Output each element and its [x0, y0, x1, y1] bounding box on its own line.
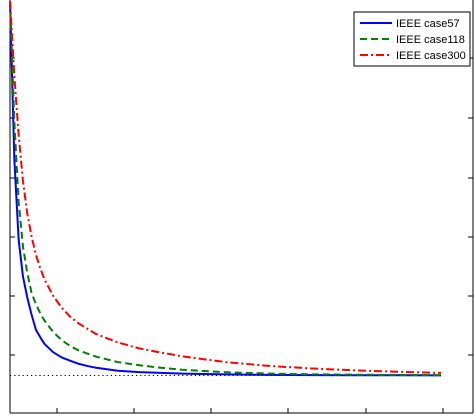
legend: IEEE case57 IEEE case118 IEEE case300 [353, 11, 471, 67]
legend-label-ieee-case300: IEEE case300 [396, 50, 466, 62]
legend-label-ieee-case57: IEEE case57 [396, 18, 460, 30]
series-lines [9, 1, 442, 377]
series-line-ieee-case300 [9, 1, 442, 374]
legend-label-ieee-case118: IEEE case118 [396, 34, 465, 46]
series-line-ieee-case57 [9, 1, 442, 377]
plot-axes [9, 0, 474, 414]
series-line-ieee-case118 [9, 1, 442, 377]
